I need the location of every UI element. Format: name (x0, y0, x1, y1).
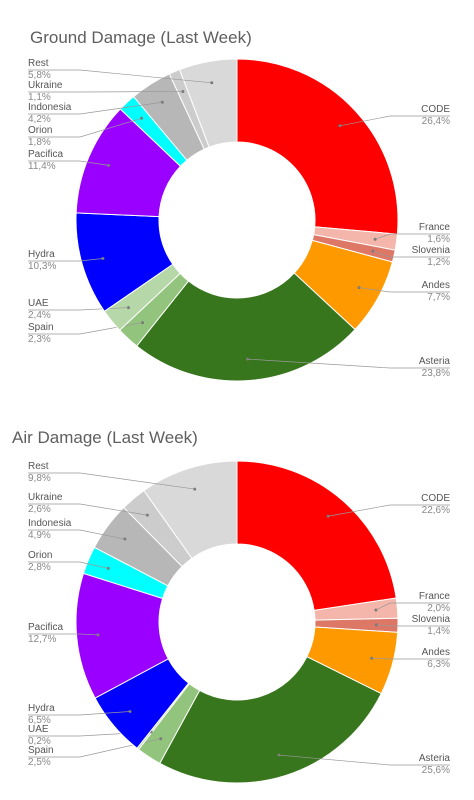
slice-percent-asteria: 25,6% (422, 765, 450, 776)
slice-label-slovenia: Slovenia (412, 614, 451, 625)
slice-label-rest: Rest (28, 58, 49, 69)
leader-dot-pacifica (96, 633, 100, 637)
slice-label-rest: Rest (28, 461, 49, 472)
slice-percent-france: 2,0% (427, 603, 450, 614)
slice-asteria (159, 656, 382, 784)
slice-percent-andes: 7,7% (427, 292, 450, 303)
leader-dot-france (374, 608, 378, 612)
leader-line-slovenia (372, 250, 450, 258)
slice-percent-spain: 2,5% (28, 757, 51, 768)
slice-label-code: CODE (421, 104, 450, 115)
leader-dot-spain (159, 737, 163, 741)
leader-line-uae (28, 307, 129, 311)
leader-line-pacifica (28, 160, 109, 166)
slice-asteria (136, 272, 356, 382)
leader-line-ukraine (28, 91, 183, 93)
leader-line-code (339, 115, 450, 127)
slice-label-andes: Andes (422, 647, 450, 658)
slice-percent-hydra: 6,5% (28, 715, 51, 726)
leader-line-orion (28, 561, 109, 569)
slice-label-code: CODE (421, 493, 450, 504)
slice-label-pacifica: Pacifica (28, 622, 63, 633)
slice-code (236, 58, 399, 235)
slice-percent-orion: 2,8% (28, 562, 51, 573)
slice-label-hydra: Hydra (28, 703, 55, 714)
slice-label-france: France (419, 591, 451, 602)
slice-label-spain: Spain (28, 745, 54, 756)
slice-label-uae: UAE (28, 724, 49, 735)
slice-percent-ukraine: 1,1% (28, 92, 51, 103)
slice-percent-france: 1,6% (427, 234, 450, 245)
slice-percent-asteria: 23,8% (422, 368, 450, 379)
chart-title: Ground Damage (Last Week) (30, 28, 252, 47)
leader-line-asteria (278, 754, 450, 766)
leader-line-rest (28, 69, 212, 84)
leader-line-code (327, 504, 450, 517)
leader-line-france (375, 233, 450, 240)
slice-percent-spain: 2,3% (28, 334, 51, 345)
slice-label-orion: Orion (28, 550, 52, 561)
leader-line-rest (28, 472, 195, 490)
slice-percent-slovenia: 1,2% (427, 257, 450, 268)
slice-label-indonesia: Indonesia (28, 518, 72, 529)
leader-dot-indonesia (123, 537, 127, 541)
leader-line-indonesia (28, 529, 125, 540)
slice-label-spain: Spain (28, 322, 54, 333)
slice-percent-pacifica: 12,7% (28, 634, 56, 645)
slice-percent-rest: 9,8% (28, 473, 51, 484)
leader-line-hydra (28, 258, 103, 262)
slice-label-france: France (419, 222, 451, 233)
slice-percent-uae: 0,2% (28, 736, 51, 747)
slice-label-asteria: Asteria (419, 753, 451, 764)
leader-line-indonesia (28, 101, 163, 115)
leader-line-france (375, 602, 450, 611)
slice-percent-slovenia: 1,4% (427, 626, 450, 637)
slice-percent-orion: 1,8% (28, 137, 51, 148)
air-damage-chart: Air Damage (Last Week) CODE 22,6% France 2,… (0, 400, 474, 800)
slice-code (236, 460, 397, 611)
slice-percent-andes: 6,3% (427, 659, 450, 670)
slice-percent-code: 26,4% (422, 116, 450, 127)
ground-damage-chart: Ground Damage (Last Week) CODE 26,4% Franc… (28, 28, 451, 382)
slice-label-indonesia: Indonesia (28, 102, 72, 113)
leader-line-andes (371, 657, 450, 660)
slice-percent-hydra: 10,3% (28, 261, 56, 272)
slice-label-slovenia: Slovenia (412, 245, 451, 256)
slice-percent-indonesia: 4,2% (28, 114, 51, 125)
slice-label-uae: UAE (28, 298, 49, 309)
slice-label-pacifica: Pacifica (28, 149, 63, 160)
chart-title: Air Damage (Last Week) (12, 428, 198, 447)
slice-percent-indonesia: 4,9% (28, 530, 51, 541)
leader-line-ukraine (28, 503, 148, 516)
leader-line-andes (358, 287, 450, 293)
slice-label-andes: Andes (422, 280, 450, 291)
leader-line-orion (28, 117, 142, 138)
slice-label-ukraine: Ukraine (28, 492, 63, 503)
slice-percent-ukraine: 2,6% (28, 504, 51, 515)
slice-percent-code: 22,6% (422, 505, 450, 516)
leader-dot-code (326, 514, 330, 518)
slice-label-asteria: Asteria (419, 356, 451, 367)
leader-line-slovenia (376, 624, 450, 627)
leader-line-asteria (247, 358, 450, 369)
slice-percent-uae: 2,4% (28, 310, 51, 321)
slice-percent-pacifica: 11,4% (28, 161, 56, 172)
slice-percent-rest: 5,8% (28, 70, 51, 81)
slice-label-hydra: Hydra (28, 249, 55, 260)
slice-label-orion: Orion (28, 125, 52, 136)
leader-line-pacifica (28, 633, 99, 636)
slice-label-ukraine: Ukraine (28, 80, 63, 91)
leader-line-hydra (28, 711, 131, 716)
